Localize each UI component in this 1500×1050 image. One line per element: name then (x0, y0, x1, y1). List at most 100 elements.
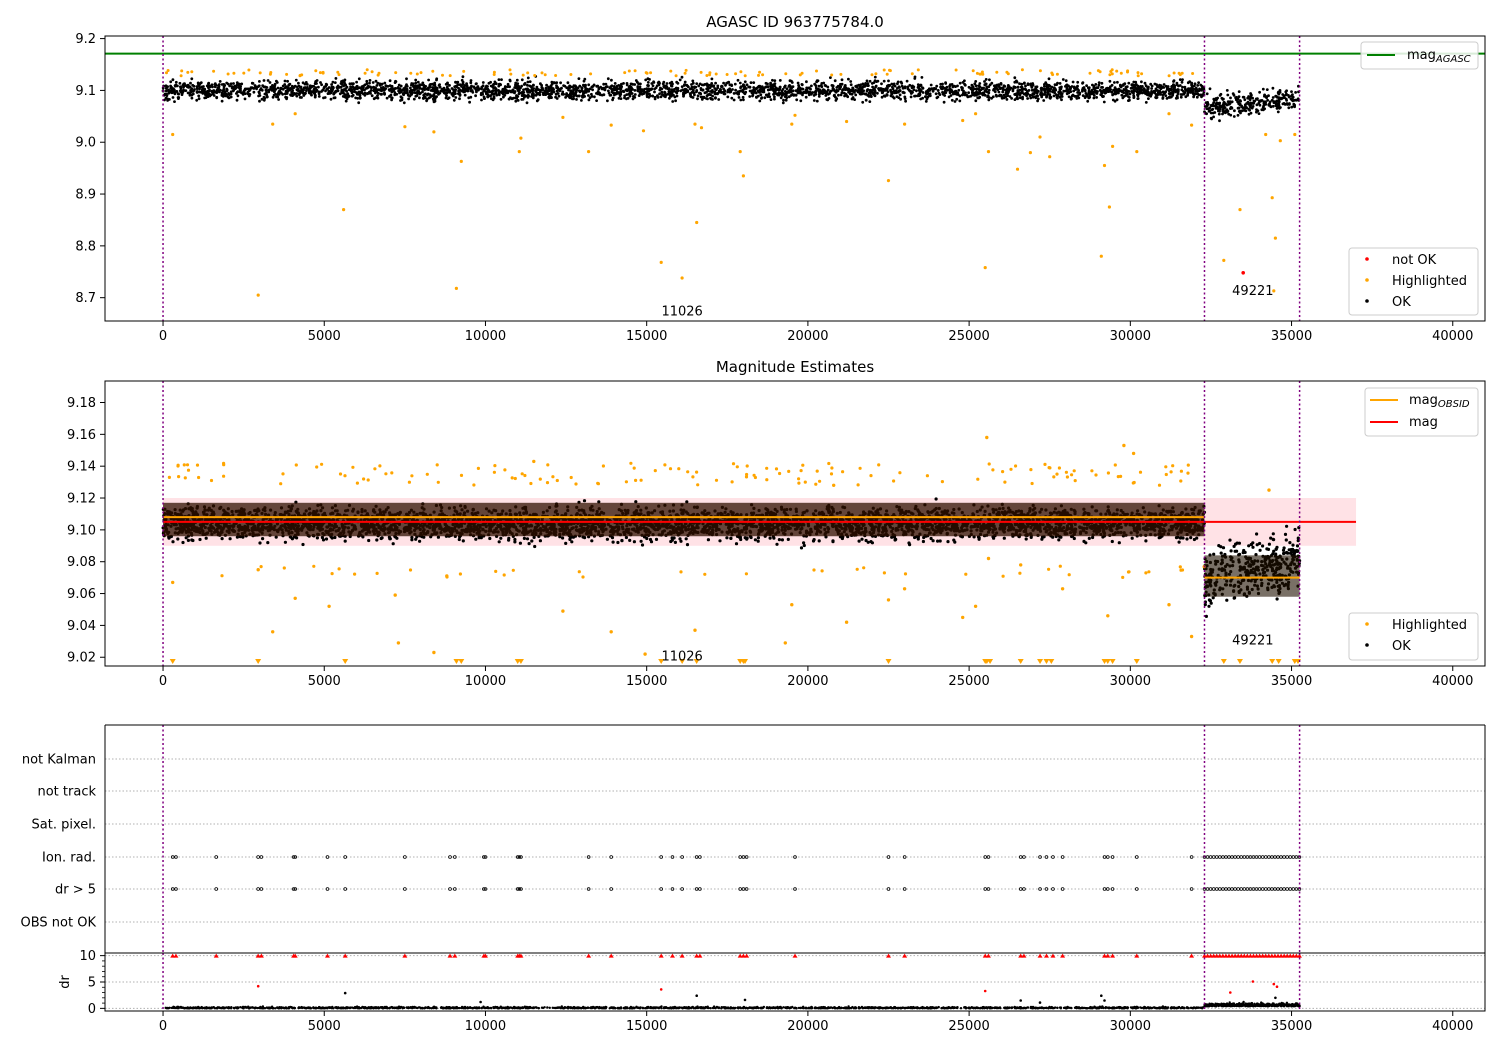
ok-point (1258, 90, 1261, 94)
ok-point (779, 96, 783, 100)
ok-point (773, 97, 776, 101)
ok-point (1236, 106, 1240, 110)
ok-point (1037, 89, 1040, 93)
ok-point (790, 81, 794, 84)
ok-point (1065, 83, 1068, 87)
ok-point (906, 87, 910, 91)
ok-point (1126, 95, 1130, 98)
ok-point (1227, 112, 1231, 116)
ok-point (1047, 83, 1051, 87)
ok-point (532, 535, 536, 540)
ok-point (885, 84, 889, 88)
ok-point (741, 95, 745, 99)
ok-point (766, 85, 770, 89)
ok-point (186, 91, 190, 95)
ok-point (882, 94, 886, 98)
ok-point (345, 85, 349, 89)
ok-point (570, 97, 574, 101)
ok-point (164, 89, 168, 93)
ok-point (983, 83, 987, 86)
ok-point (291, 93, 295, 97)
highlighted-point (247, 68, 251, 72)
ok-point (1217, 109, 1220, 113)
ok-point (874, 85, 877, 89)
ok-point (1062, 89, 1066, 93)
ok-point (787, 85, 791, 88)
ok-point (582, 499, 587, 503)
ok-point (362, 92, 365, 96)
ok-point (1100, 91, 1104, 95)
ok-point (910, 91, 913, 94)
ok-point (528, 90, 532, 94)
ok-point (717, 98, 721, 101)
ok-point (997, 94, 1001, 98)
highlighted-point (649, 71, 653, 75)
ok-point (1234, 98, 1238, 102)
ok-point (1128, 92, 1132, 96)
ok-point (355, 85, 359, 88)
ok-point (517, 88, 520, 92)
ok-point (1176, 88, 1180, 91)
ok-point (536, 92, 540, 96)
ok-point (1233, 109, 1236, 113)
ok-point (651, 94, 654, 98)
ok-point (678, 78, 682, 82)
ok-point (650, 87, 654, 91)
ok-point (726, 90, 730, 94)
ok-point (1001, 90, 1005, 94)
ok-point (283, 83, 287, 86)
ok-point (424, 92, 427, 96)
ok-point (535, 99, 539, 103)
ok-point (829, 76, 832, 79)
ok-point (1039, 87, 1043, 90)
legend-label: Highlighted (1392, 274, 1467, 289)
ok-point (880, 82, 883, 86)
ok-point (773, 82, 777, 85)
ok-point (1222, 100, 1226, 104)
ok-point (766, 82, 769, 86)
ok-point (924, 100, 928, 103)
ok-point (317, 85, 320, 89)
ok-point (404, 85, 408, 88)
ok-point (510, 97, 514, 101)
ok-point (1029, 82, 1033, 86)
highlighted-point (1167, 112, 1171, 116)
ok-point (508, 85, 511, 89)
ok-point (432, 100, 436, 104)
ok-point (283, 540, 287, 544)
ok-point (384, 84, 388, 88)
ok-point (1146, 87, 1150, 91)
highlighted-point (680, 276, 684, 280)
ok-point (403, 88, 406, 92)
highlighted-point (1191, 72, 1195, 75)
ok-point (1230, 106, 1234, 110)
ok-point (369, 89, 373, 92)
ok-point (582, 79, 586, 83)
ok-point (793, 93, 796, 97)
ok-point (410, 535, 414, 540)
ok-point (1185, 537, 1189, 541)
ok-point (974, 80, 978, 83)
ok-point (1155, 83, 1158, 86)
ok-point (622, 90, 626, 93)
highlighted-point (705, 74, 709, 77)
ok-point (691, 88, 695, 92)
ok-point (491, 89, 495, 92)
ok-point (475, 82, 478, 85)
ok-point (355, 87, 359, 91)
ok-point (413, 91, 417, 95)
ok-point (184, 89, 188, 92)
highlighted-point (321, 71, 325, 75)
ok-point (170, 85, 173, 89)
ok-point (742, 98, 745, 102)
ok-point (647, 92, 651, 96)
ok-point (168, 98, 171, 101)
ok-point (178, 89, 182, 93)
ok-point (840, 78, 844, 82)
ok-point (230, 85, 234, 88)
ok-point (164, 86, 168, 90)
ok-point (441, 89, 444, 93)
ok-point (489, 80, 492, 84)
ok-point (390, 96, 393, 99)
ok-point (817, 95, 821, 98)
